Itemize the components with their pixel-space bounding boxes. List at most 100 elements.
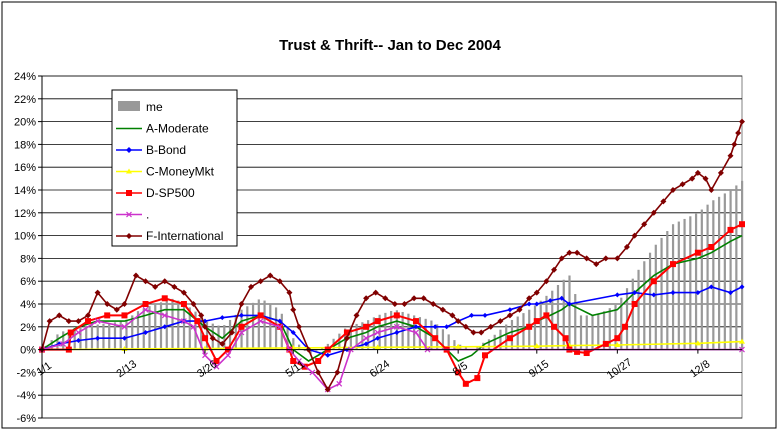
- bar: [447, 334, 450, 350]
- data-point: [202, 323, 209, 330]
- data-point: [708, 284, 714, 290]
- data-point: [393, 312, 400, 319]
- data-point: [593, 261, 600, 268]
- data-point: [85, 312, 92, 319]
- data-point: [482, 312, 488, 318]
- data-point: [75, 318, 82, 325]
- data-point: [324, 386, 331, 393]
- legend-label: me: [146, 100, 163, 114]
- data-point: [462, 380, 469, 387]
- bar: [683, 218, 686, 350]
- bar: [666, 231, 669, 350]
- data-point: [478, 329, 485, 336]
- bar: [602, 311, 606, 350]
- legend-marker: [126, 147, 132, 153]
- bar: [418, 317, 422, 350]
- data-point: [152, 283, 159, 290]
- bar: [269, 304, 272, 350]
- data-point: [432, 324, 438, 330]
- bar: [712, 200, 715, 350]
- data-point: [614, 255, 621, 262]
- legend-label: C-MoneyMkt: [146, 165, 215, 179]
- legend-swatch: [118, 101, 140, 111]
- data-point: [632, 290, 638, 296]
- y-tick-label: 4%: [20, 299, 36, 311]
- data-point: [401, 301, 408, 307]
- bar: [694, 213, 698, 350]
- legend: me A-Moderate B-Bond C-MoneyMkt D-SP500. F-In…: [111, 89, 238, 247]
- data-point: [65, 318, 72, 325]
- data-point: [382, 295, 389, 302]
- data-point: [343, 335, 350, 342]
- data-point: [482, 352, 489, 359]
- data-point: [583, 350, 590, 357]
- data-point: [623, 244, 630, 250]
- data-point: [60, 340, 67, 347]
- data-point: [534, 301, 540, 307]
- data-point: [353, 312, 360, 319]
- data-point: [334, 369, 341, 376]
- y-tick-label: 10%: [14, 231, 36, 243]
- y-tick-label: 2%: [20, 322, 36, 334]
- bar: [56, 334, 59, 350]
- data-point: [622, 323, 629, 330]
- bar: [677, 221, 680, 350]
- data-point: [543, 278, 550, 285]
- data-point: [731, 141, 738, 148]
- data-point: [602, 255, 609, 262]
- bar: [579, 315, 583, 350]
- data-point: [374, 318, 381, 325]
- data-point: [190, 323, 197, 330]
- data-point: [694, 249, 701, 256]
- data-point: [462, 323, 469, 330]
- data-point: [104, 312, 111, 319]
- data-point: [85, 318, 92, 325]
- bar: [292, 338, 295, 350]
- bar: [338, 333, 341, 350]
- data-point: [727, 290, 733, 296]
- bar: [522, 313, 525, 350]
- data-point: [526, 323, 533, 330]
- data-point: [315, 369, 322, 376]
- data-point: [67, 329, 74, 336]
- y-tick-label: 14%: [14, 185, 36, 197]
- data-point: [708, 244, 715, 250]
- y-tick-label: 20%: [14, 117, 36, 129]
- bar: [424, 318, 427, 350]
- chart-title: Trust & Thrift-- Jan to Dec 2004: [279, 37, 501, 54]
- data-point: [574, 249, 581, 256]
- data-point: [228, 329, 235, 336]
- data-point: [735, 130, 742, 136]
- data-point: [374, 344, 381, 350]
- data-point: [162, 324, 168, 330]
- data-point: [363, 295, 370, 302]
- data-point: [533, 289, 540, 296]
- data-point: [497, 318, 504, 325]
- data-point: [551, 323, 558, 330]
- data-point: [161, 278, 168, 285]
- bar: [384, 312, 387, 350]
- data-point: [516, 306, 523, 313]
- data-point: [702, 175, 709, 182]
- bar: [637, 269, 640, 350]
- data-point: [583, 255, 590, 262]
- data-point: [727, 152, 734, 159]
- data-point: [363, 335, 370, 342]
- bar: [148, 306, 151, 350]
- data-point: [526, 295, 533, 302]
- bar: [85, 325, 88, 350]
- data-point: [286, 289, 293, 296]
- bar: [648, 252, 652, 350]
- data-point: [660, 198, 667, 205]
- bar: [499, 329, 502, 350]
- bar: [597, 314, 600, 350]
- data-point: [487, 323, 494, 330]
- data-point: [739, 284, 745, 290]
- data-point: [670, 290, 676, 296]
- bar: [487, 339, 491, 350]
- data-point: [296, 358, 302, 364]
- y-tick-label: 12%: [14, 208, 36, 220]
- data-point: [180, 318, 187, 325]
- data-point: [374, 329, 381, 336]
